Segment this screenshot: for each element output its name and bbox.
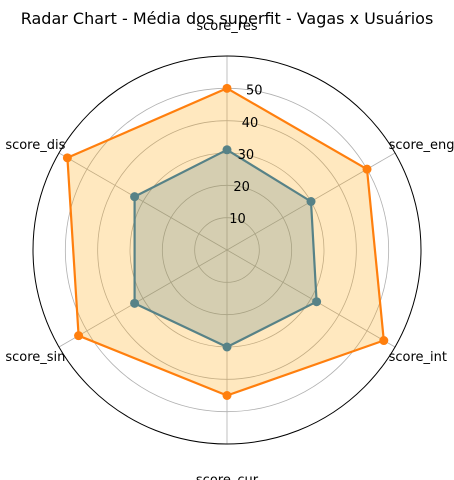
series-0-point-score_cur — [222, 342, 232, 352]
series-0-point-score_int — [312, 297, 322, 307]
tick-label-30: 30 — [238, 148, 255, 163]
category-label-score_int: score_int — [389, 350, 447, 365]
series-0-area — [134, 149, 317, 347]
spoke-score_sin — [58, 249, 228, 348]
outer-frame — [32, 55, 422, 445]
series-0-point-score_sin — [130, 298, 140, 308]
series-1-area — [67, 88, 384, 396]
tick-label-10: 10 — [229, 212, 246, 227]
series-0-point-score_res — [222, 145, 232, 155]
tick-label-20: 20 — [233, 180, 250, 195]
category-label-score_res: score_res — [196, 19, 257, 34]
category-label-score_eng: score_eng — [389, 138, 454, 153]
category-label-score_cur: score_cur — [196, 473, 259, 480]
series-0-point-score_dis — [130, 192, 140, 202]
spoke-score_dis — [58, 152, 228, 251]
series-1-point-score_dis — [62, 153, 72, 163]
category-label-score_sin: score_sin — [5, 350, 65, 365]
radial-tick-labels: 10 20 30 40 50 — [229, 84, 262, 227]
tick-label-50: 50 — [246, 84, 263, 99]
series-1-point-score_cur — [222, 391, 232, 400]
series-1-point-score_res — [222, 83, 232, 93]
radar-series — [62, 83, 389, 400]
category-label-score_dis: score_dis — [5, 138, 65, 153]
series-1-point-score_sin — [74, 331, 84, 341]
series-0-point-score_eng — [306, 197, 316, 206]
chart-title: Radar Chart - Média dos superfit - Vagas… — [21, 9, 434, 28]
series-1-point-score_eng — [362, 164, 372, 174]
category-labels: score_res score_eng score_int score_cur scor… — [5, 19, 454, 480]
spoke-score_int — [226, 249, 396, 348]
series-1-point-score_int — [379, 336, 389, 346]
tick-label-40: 40 — [242, 116, 259, 131]
